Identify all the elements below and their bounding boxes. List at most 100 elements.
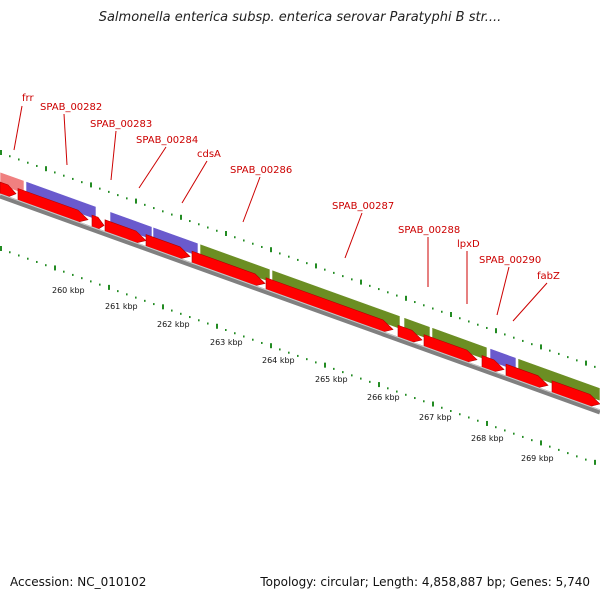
gc-dot bbox=[396, 294, 398, 297]
gc-dot bbox=[441, 406, 443, 409]
gene-label: cdsA bbox=[197, 149, 221, 160]
gc-dot bbox=[495, 328, 497, 334]
gc-dot bbox=[216, 229, 218, 232]
gc-dot bbox=[27, 257, 29, 260]
label-leader-line bbox=[13, 105, 23, 151]
gc-dot bbox=[243, 239, 245, 242]
gc-dot bbox=[54, 265, 56, 271]
gene-label: SPAB_00286 bbox=[230, 165, 292, 176]
gc-dot bbox=[90, 182, 92, 188]
gc-dot bbox=[225, 329, 227, 331]
gc-dot bbox=[549, 445, 551, 448]
gene-label: SPAB_00283 bbox=[90, 119, 152, 130]
topology-stats-text: Topology: circular; Length: 4,858,887 bp… bbox=[260, 575, 590, 589]
label-leader-line bbox=[344, 212, 363, 259]
gc-dot bbox=[135, 296, 137, 299]
gc-dot bbox=[270, 247, 272, 253]
cds-arrow bbox=[423, 334, 478, 363]
gc-dot bbox=[333, 271, 335, 274]
tick-label: 262 kbp bbox=[157, 320, 190, 329]
backbone-highlight bbox=[0, 193, 600, 411]
gc-dot bbox=[594, 365, 596, 368]
gene-label: SPAB_00287 bbox=[332, 201, 394, 212]
backbone-line bbox=[0, 193, 600, 415]
gene-label: SPAB_00282 bbox=[40, 102, 102, 113]
cds-arrow bbox=[104, 219, 147, 244]
gc-dot bbox=[333, 367, 335, 370]
gc-dot bbox=[369, 284, 371, 287]
label-leader-line bbox=[110, 130, 117, 181]
gc-dot bbox=[288, 255, 290, 258]
gc-dot bbox=[117, 290, 119, 293]
gc-dot bbox=[423, 400, 425, 403]
gc-dot bbox=[243, 335, 245, 338]
gc-dot bbox=[315, 361, 317, 364]
gc-dot bbox=[306, 358, 308, 361]
gc-dot bbox=[81, 277, 83, 280]
gc-dot bbox=[54, 171, 56, 174]
gc-dot bbox=[279, 348, 281, 351]
gc-dot bbox=[108, 190, 110, 193]
cds-arrow bbox=[91, 214, 105, 230]
gc-dot bbox=[486, 420, 488, 426]
gc-dot bbox=[306, 262, 308, 265]
gc-dot bbox=[279, 252, 281, 255]
gc-dot bbox=[261, 341, 263, 344]
gc-dot bbox=[252, 338, 254, 341]
gc-dot bbox=[180, 312, 182, 315]
gc-dot bbox=[126, 293, 128, 296]
gc-dot bbox=[369, 380, 371, 383]
gc-dot bbox=[180, 214, 182, 220]
gc-dot bbox=[477, 323, 479, 326]
gc-dot bbox=[558, 352, 560, 355]
gc-dot bbox=[216, 323, 218, 329]
gc-dot bbox=[81, 181, 83, 184]
gc-dot bbox=[405, 393, 407, 396]
gc-dot bbox=[531, 439, 533, 442]
label-leader-line bbox=[242, 176, 261, 223]
gc-dot bbox=[189, 220, 191, 223]
gc-dot bbox=[522, 435, 524, 438]
gc-dot bbox=[576, 359, 578, 362]
gc-dot bbox=[18, 254, 20, 257]
gc-dot bbox=[360, 279, 362, 285]
gc-dot bbox=[252, 242, 254, 245]
gc-dot bbox=[126, 197, 128, 200]
gc-dot bbox=[162, 210, 164, 213]
gc-dot bbox=[135, 198, 137, 204]
gc-dot bbox=[207, 322, 209, 325]
gc-dot bbox=[513, 432, 515, 435]
gc-skew-dots-outer bbox=[0, 150, 596, 368]
gene-labels: frr SPAB_00282 SPAB_00283 SPAB_00284 cdsA SPA… bbox=[22, 93, 560, 282]
gc-dot bbox=[504, 333, 506, 336]
gene-label: SPAB_00290 bbox=[479, 255, 541, 266]
gc-dot bbox=[144, 299, 146, 302]
gene-label: lpxD bbox=[457, 239, 480, 250]
gc-dot bbox=[486, 326, 488, 329]
cds-arrow bbox=[17, 188, 89, 223]
gc-dot bbox=[396, 390, 398, 393]
gc-dot bbox=[567, 356, 569, 359]
gc-dot bbox=[0, 150, 2, 155]
gc-dot bbox=[63, 174, 65, 177]
gene-label: fabZ bbox=[537, 271, 560, 282]
gc-dot bbox=[342, 371, 344, 374]
cds-arrow bbox=[0, 181, 17, 198]
gc-dot bbox=[315, 263, 317, 269]
label-leader-line bbox=[63, 113, 68, 166]
gc-dot bbox=[36, 164, 38, 167]
gc-dot bbox=[378, 288, 380, 291]
gc-dot bbox=[225, 231, 227, 236]
gc-dot bbox=[171, 213, 173, 216]
gc-dot bbox=[9, 155, 11, 158]
gc-dot bbox=[351, 278, 353, 281]
cds-arrow bbox=[191, 250, 266, 287]
gc-dot bbox=[207, 226, 209, 229]
gc-dot bbox=[495, 426, 497, 429]
tick-label: 269 kbp bbox=[521, 454, 554, 463]
gc-dot bbox=[234, 332, 236, 335]
gc-dot bbox=[99, 283, 101, 286]
gc-dot bbox=[594, 459, 596, 465]
label-leader-line bbox=[496, 266, 510, 316]
